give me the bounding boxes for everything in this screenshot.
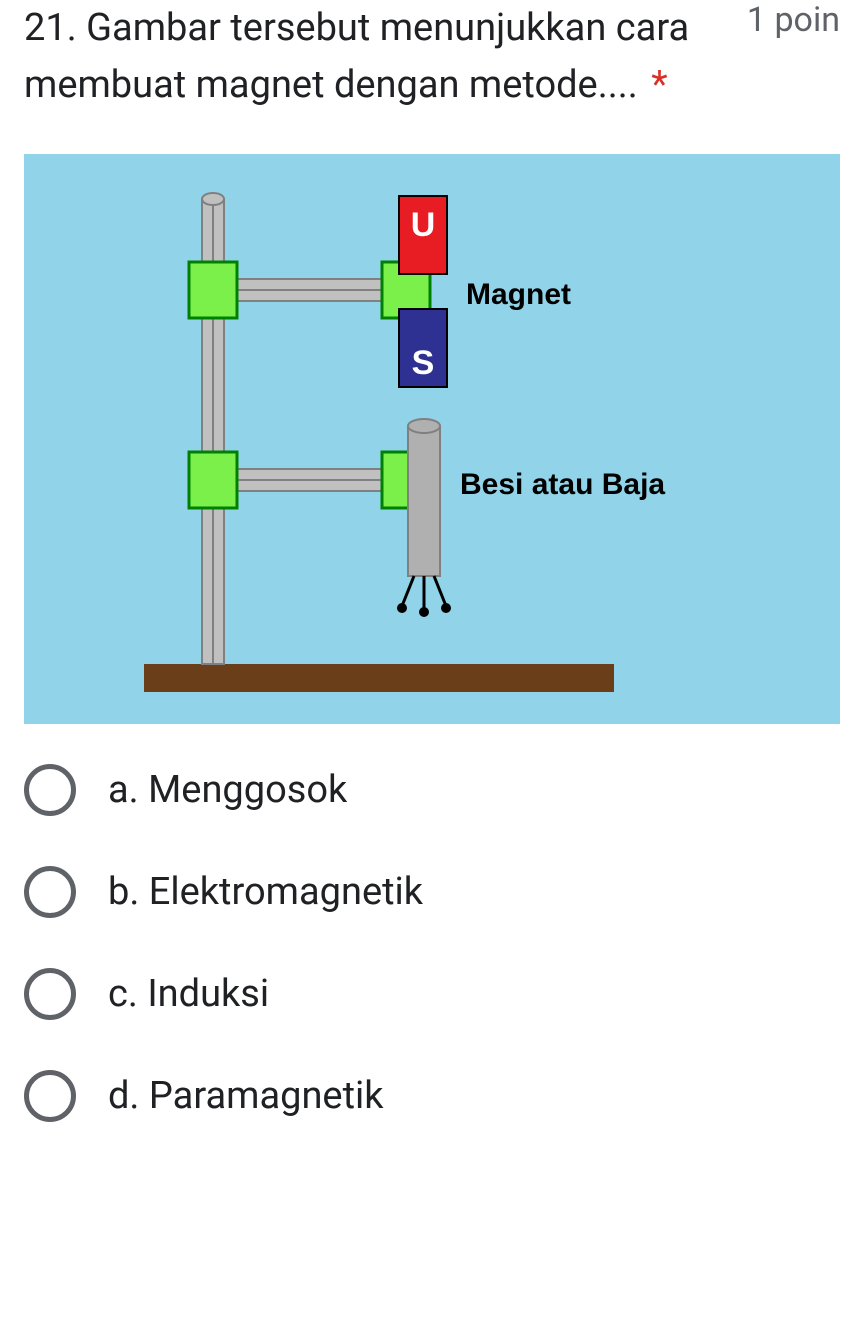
option-b[interactable]: b. Elektromagnetik — [24, 866, 840, 918]
radio-icon — [24, 1070, 76, 1122]
question-header: 21. Gambar tersebut menunjukkan cara mem… — [24, 0, 840, 114]
magnet-induction-diagram: U S Magnet Besi atau Baja — [24, 154, 840, 724]
lower-pole-clamp — [189, 452, 237, 508]
question-number: 21. — [24, 6, 77, 50]
diagram-image: U S Magnet Besi atau Baja — [24, 154, 840, 724]
option-d[interactable]: d. Paramagnetik — [24, 1070, 840, 1122]
question-text: 21. Gambar tersebut menunjukkan cara mem… — [24, 0, 747, 114]
option-label-b: b. Elektromagnetik — [108, 870, 423, 914]
options-list: a. Menggosok b. Elektromagnetik c. Induk… — [24, 764, 840, 1122]
option-c[interactable]: c. Induksi — [24, 968, 840, 1020]
iron-bar — [408, 426, 440, 576]
base-rect — [144, 664, 614, 692]
option-a[interactable]: a. Menggosok — [24, 764, 840, 816]
magnet-s-letter: S — [412, 344, 435, 382]
required-asterisk: * — [651, 63, 667, 107]
magnet-label: Magnet — [466, 278, 571, 311]
option-label-d: d. Paramagnetik — [108, 1074, 384, 1118]
iron-bar-top — [408, 419, 440, 433]
radio-icon — [24, 968, 76, 1020]
radio-icon — [24, 764, 76, 816]
hanging-pins — [397, 576, 451, 617]
pole-cap — [202, 193, 224, 205]
magnet-u-letter: U — [411, 206, 436, 244]
radio-icon — [24, 866, 76, 918]
points-label: 1 poin — [747, 0, 840, 40]
upper-pole-clamp — [189, 262, 237, 318]
question-body: Gambar tersebut menunjukkan cara membuat… — [24, 6, 689, 107]
option-label-a: a. Menggosok — [108, 768, 347, 812]
iron-label: Besi atau Baja — [460, 468, 665, 501]
option-label-c: c. Induksi — [108, 972, 269, 1016]
